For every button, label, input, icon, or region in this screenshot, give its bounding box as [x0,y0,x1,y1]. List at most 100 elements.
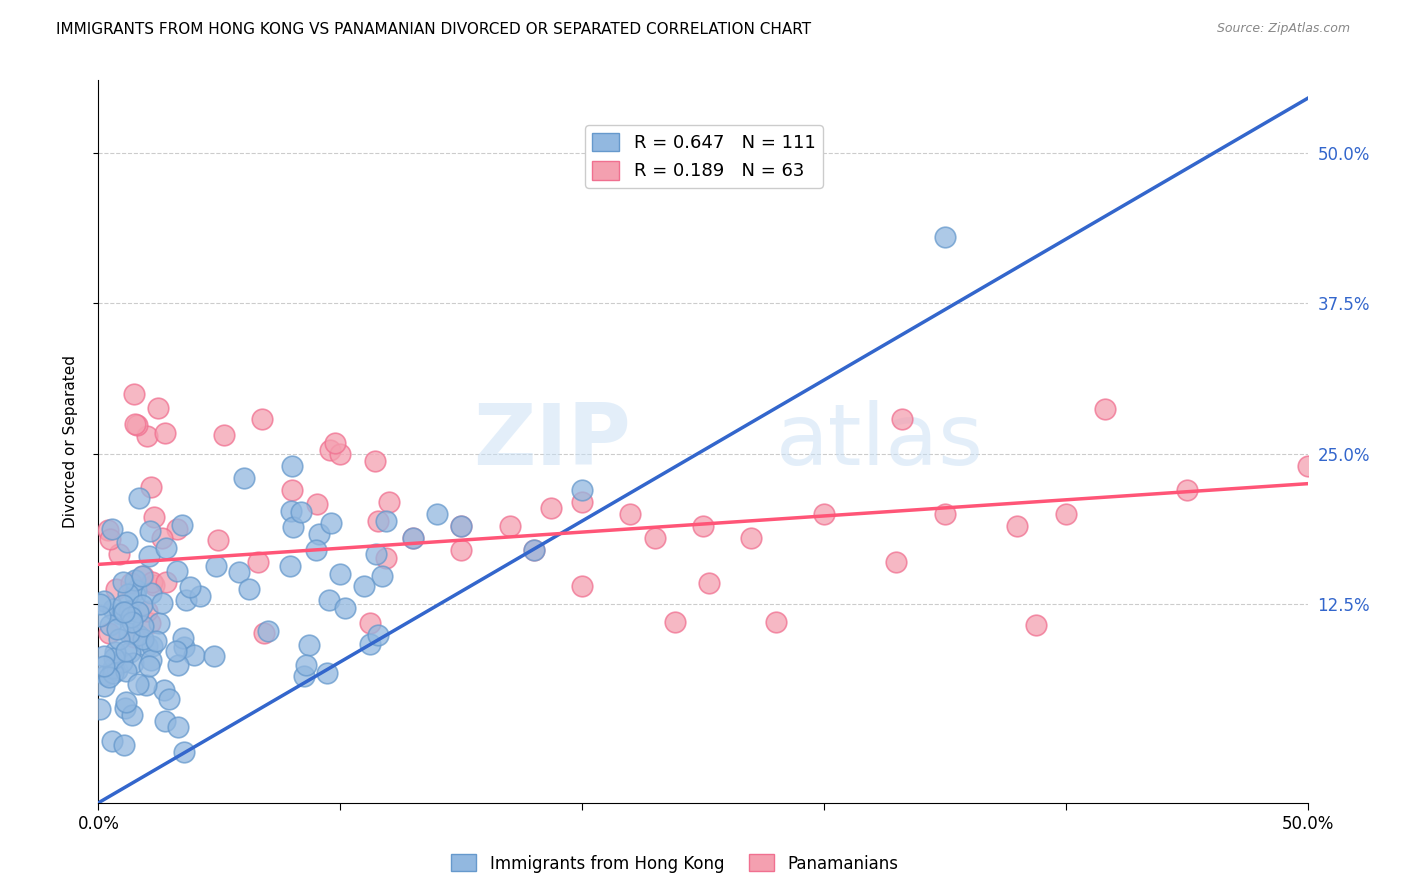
Point [377,494,399,508]
Point [100,522,122,536]
Point [571,494,593,508]
Point [619,507,641,521]
Point [124,574,146,588]
Point [135,604,157,618]
Point [111,655,134,669]
Point [127,677,149,691]
Point [131,619,153,633]
Point [108,632,131,646]
Point [127,628,149,642]
Point [153,714,176,728]
Point [1025,617,1047,632]
Point [307,497,329,511]
Point [114,665,136,679]
Point [131,598,153,612]
Point [97,670,120,684]
Point [150,596,173,610]
Point [450,519,472,533]
Point [664,615,686,629]
Point [329,446,352,460]
Point [103,650,125,665]
Point [450,519,472,533]
Point [375,551,398,566]
Point [571,579,593,593]
Point [114,701,136,715]
Point [121,615,143,629]
Point [498,519,520,533]
Point [173,640,195,654]
Point [135,639,157,653]
Point [318,592,340,607]
Point [115,643,138,657]
Point [93,679,115,693]
Point [157,692,180,706]
Point [148,401,170,416]
Point [281,458,304,473]
Point [308,526,330,541]
Point [281,483,304,497]
Point [112,738,135,752]
Point [111,598,134,612]
Point [104,644,127,658]
Point [138,549,160,563]
Point [101,666,124,681]
Point [122,656,145,670]
Point [367,628,389,642]
Point [246,555,269,569]
Point [450,542,472,557]
Point [323,436,346,450]
Point [402,531,425,545]
Point [117,604,139,618]
Point [118,625,141,640]
Point [364,547,387,561]
Point [1054,507,1077,521]
Point [228,566,250,580]
Point [128,491,150,505]
Y-axis label: Divorced or Separated: Divorced or Separated [63,355,77,528]
Point [886,555,908,569]
Point [101,602,124,616]
Point [98,617,121,632]
Point [173,745,195,759]
Point [105,663,128,677]
Point [104,582,127,597]
Point [523,542,546,557]
Point [111,605,134,619]
Point [188,589,211,603]
Point [692,519,714,533]
Point [121,707,143,722]
Point [118,645,141,659]
Point [167,720,190,734]
Point [359,637,381,651]
Point [89,609,111,624]
Point [97,523,120,537]
Point [333,601,356,615]
Point [143,510,166,524]
Point [298,638,321,652]
Point [139,480,162,494]
Text: IMMIGRANTS FROM HONG KONG VS PANAMANIAN DIVORCED OR SEPARATED CORRELATION CHART: IMMIGRANTS FROM HONG KONG VS PANAMANIAN … [56,22,811,37]
Point [139,524,162,538]
Point [207,533,229,548]
Point [98,625,121,640]
Point [112,605,135,619]
Point [319,516,342,531]
Point [155,426,177,441]
Point [402,531,425,545]
Point [124,582,146,597]
Point [124,417,146,432]
Point [364,454,387,468]
Point [138,658,160,673]
Point [127,606,149,620]
Point [166,522,188,536]
Point [202,648,225,663]
Point [644,531,666,545]
Point [101,734,124,748]
Point [141,575,163,590]
Point [765,615,787,630]
Point [108,547,131,561]
Point [166,564,188,578]
Point [117,587,139,601]
Point [523,542,546,557]
Point [813,507,835,521]
